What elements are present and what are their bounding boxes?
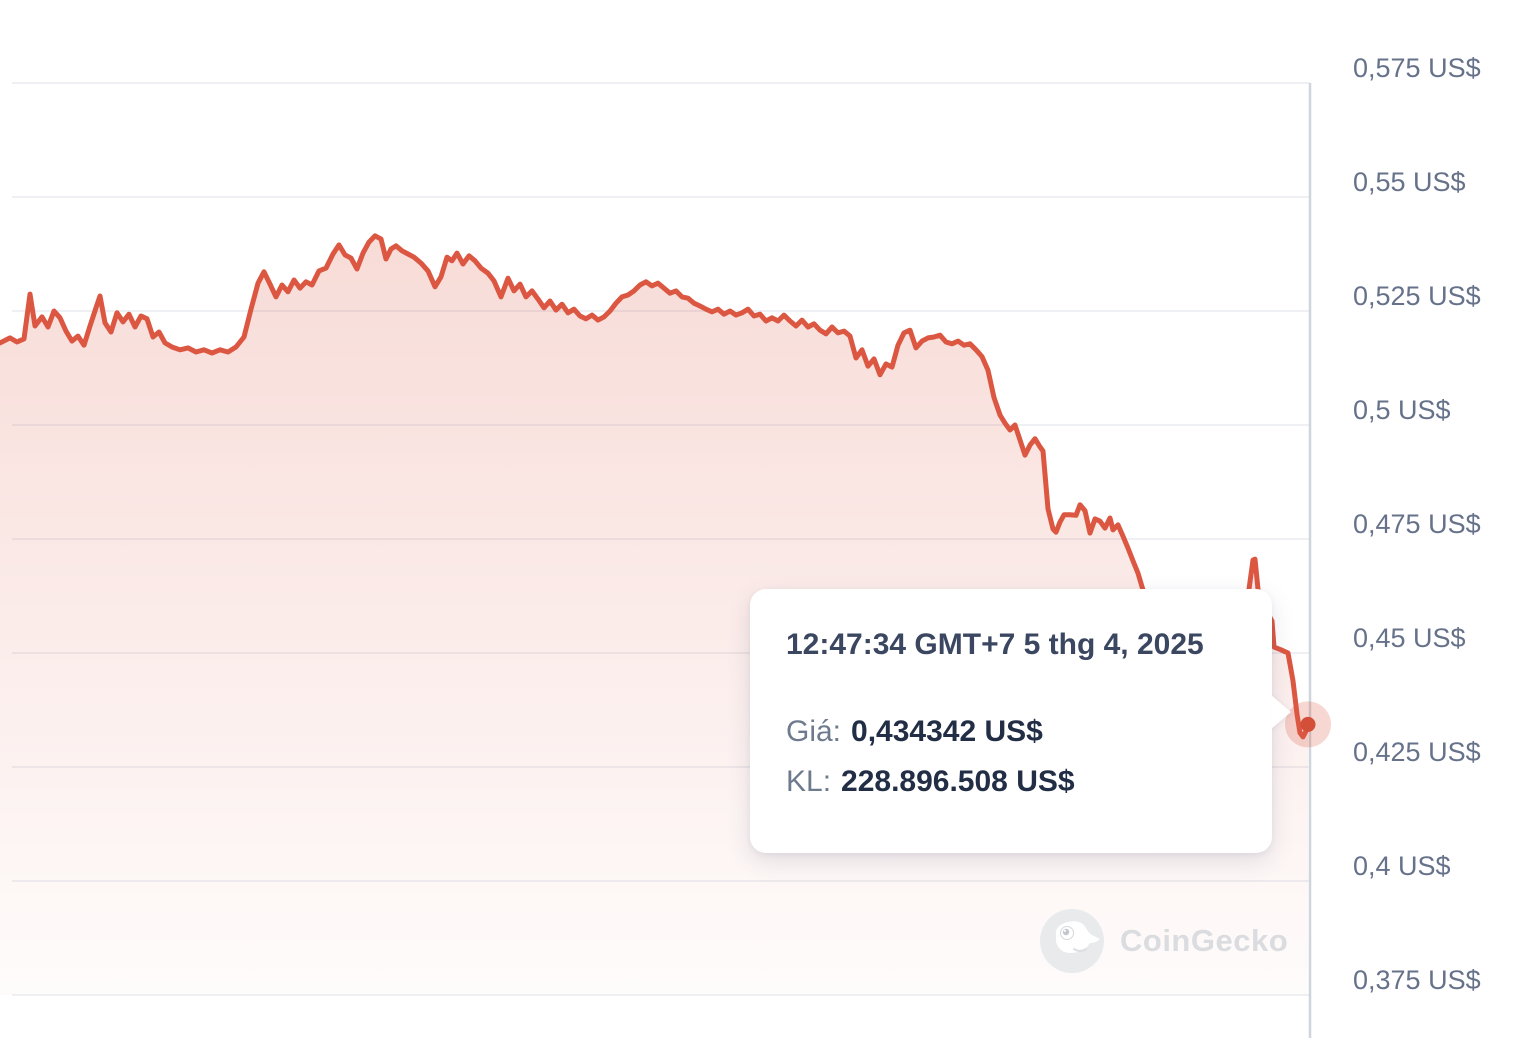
coingecko-watermark: CoinGecko [1038, 907, 1288, 975]
y-axis-label: 0,4 US$ [1353, 851, 1451, 881]
tooltip-price-row: Giá: 0,434342 US$ [786, 707, 1238, 757]
tooltip-datetime: 12:47:34 GMT+7 5 thg 4, 2025 [786, 628, 1204, 661]
y-axis-label: 0,45 US$ [1353, 623, 1466, 653]
tooltip-price-value: 0,434342 US$ [851, 715, 1043, 748]
y-axis-label: 0,525 US$ [1353, 281, 1481, 311]
tooltip-volume-value: 228.896.508 US$ [841, 765, 1075, 798]
tooltip-volume-label: KL: [786, 765, 832, 798]
coingecko-logo-icon [1040, 909, 1104, 973]
tooltip-volume-row: KL: 228.896.508 US$ [786, 757, 1238, 807]
last-point-marker [1300, 716, 1316, 732]
y-axis-label: 0,55 US$ [1353, 167, 1466, 197]
tooltip-arrow [1271, 695, 1291, 729]
price-line [0, 233, 1311, 740]
chart-tooltip: 12:47:34 GMT+7 5 thg 4, 2025 Giá: 0,43434… [750, 589, 1291, 853]
y-axis-label: 0,5 US$ [1353, 395, 1451, 425]
y-axis-label: 0,425 US$ [1353, 737, 1481, 767]
y-axis-label: 0,475 US$ [1353, 509, 1481, 539]
tooltip-price-label: Giá: [786, 715, 842, 748]
y-axis-label: 0,575 US$ [1353, 53, 1481, 83]
coingecko-watermark-text: CoinGecko [1120, 923, 1289, 958]
y-axis-label: 0,375 US$ [1353, 965, 1481, 995]
